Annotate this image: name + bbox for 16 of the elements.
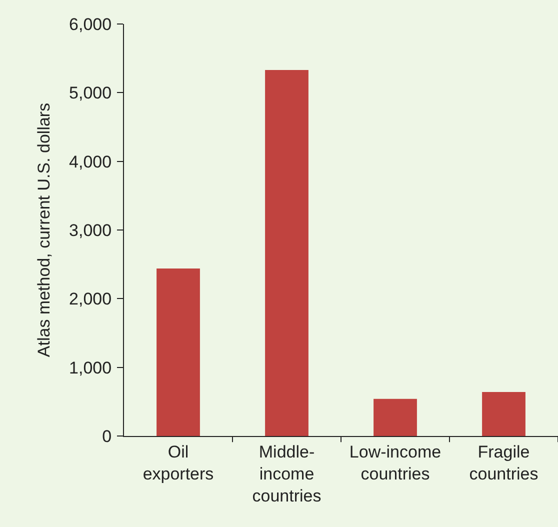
x-tick-label: Oil exporters	[142, 442, 214, 484]
x-tick-label: Fragile countries	[469, 442, 538, 484]
y-tick-label: 4,000	[69, 152, 112, 172]
bar	[265, 70, 308, 436]
y-tick-label: 5,000	[69, 84, 112, 103]
bar	[374, 398, 417, 436]
x-tick-label: Low-income countries	[349, 442, 442, 484]
y-tick-label: 3,000	[69, 220, 112, 240]
y-tick-label: 1,000	[69, 358, 112, 378]
bar	[156, 268, 200, 436]
y-tick-label: 0	[102, 426, 112, 446]
y-tick-label: 6,000	[69, 14, 112, 34]
y-axis-title: Atlas method, current U.S. dollars	[34, 102, 54, 358]
y-tick-label: 2,000	[69, 290, 112, 309]
x-tick-label: Middle-income countries	[252, 442, 322, 506]
bar	[482, 392, 526, 436]
